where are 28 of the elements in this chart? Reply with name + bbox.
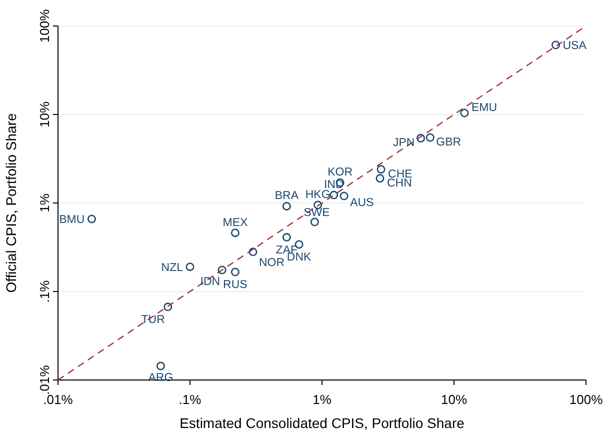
annotation: USA (562, 40, 587, 52)
annotation: HKG (305, 188, 330, 201)
annotation: IDN (200, 276, 220, 288)
y-tick-label: 100% (37, 8, 52, 43)
annotation: BRA (274, 190, 299, 202)
x-tick-label: 100% (569, 392, 604, 407)
y-tick-label: .1% (37, 280, 52, 303)
annotation: RUS (223, 279, 248, 292)
annotation: TUR (141, 314, 165, 326)
y-tick-label: 10% (37, 101, 52, 128)
annotation: SWE (304, 207, 330, 220)
annotation: GBR (436, 136, 462, 149)
annotation: AUS (350, 197, 374, 210)
annotation: MEX (222, 216, 248, 229)
x-tick-label: 10% (440, 392, 468, 407)
annotation: CHN (386, 177, 412, 190)
x-axis-title: Estimated Consolidated CPIS, Portfolio Share (180, 415, 465, 431)
x-tick-label: 1% (312, 392, 332, 407)
annotation: KOR (328, 166, 353, 179)
annotation: DNK (286, 251, 312, 264)
annotation: BMU (59, 214, 85, 226)
y-tick-label: 1% (37, 193, 52, 212)
annotation: JPN (393, 137, 415, 150)
y-axis-title: Official CPIS, Portfolio Share (3, 113, 19, 293)
annotation: EMU (471, 102, 498, 114)
annotation: NOR (258, 256, 285, 269)
x-tick-label: .1% (178, 392, 202, 407)
annotation: NZL (161, 262, 184, 274)
